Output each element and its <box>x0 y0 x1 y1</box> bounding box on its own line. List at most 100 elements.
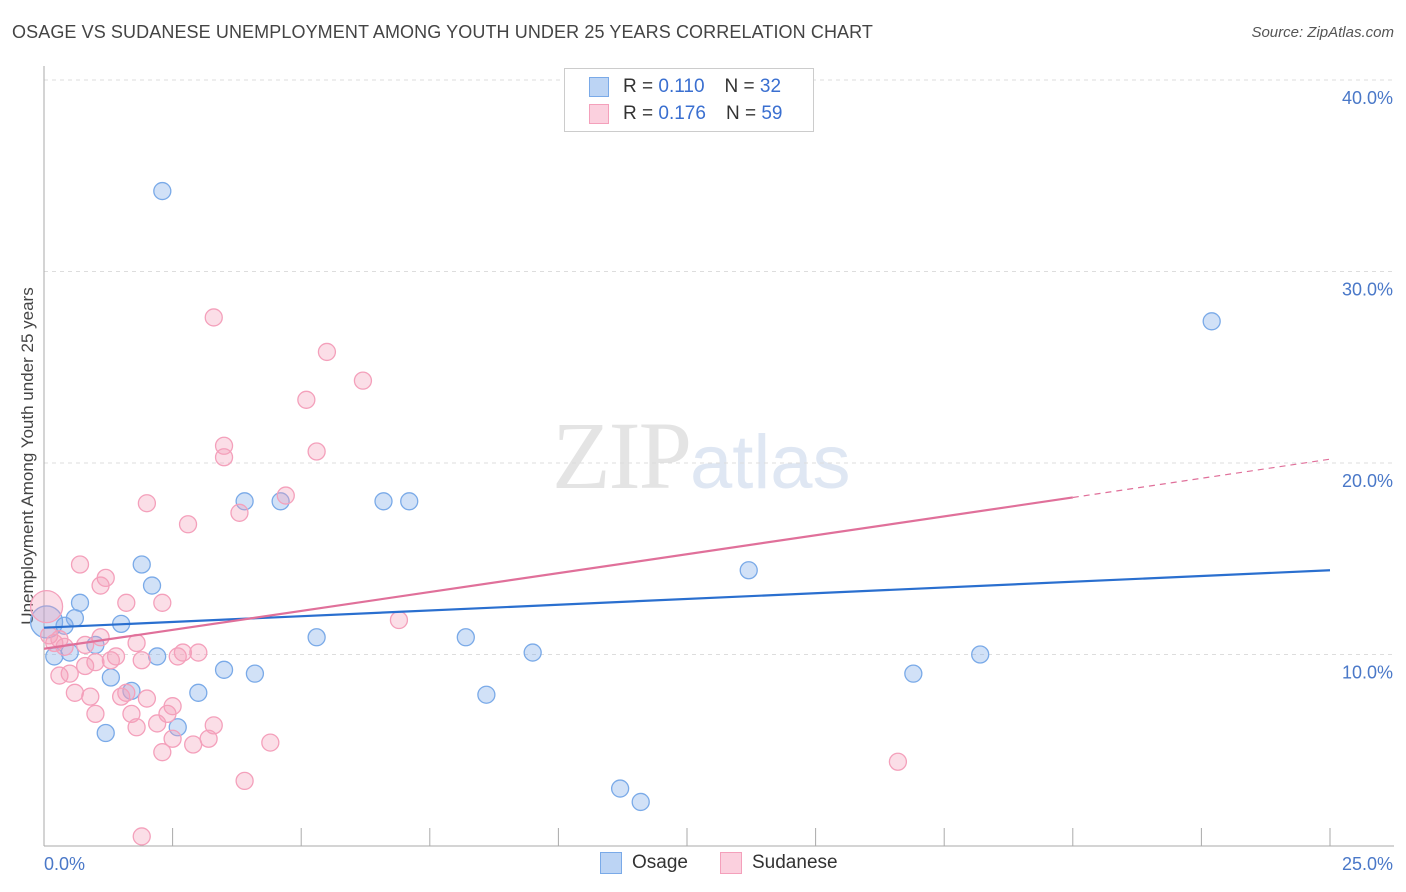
sudanese-point <box>235 771 254 791</box>
y-tick-label-40: 40.0% <box>1342 88 1393 108</box>
sudanese-point <box>184 735 203 754</box>
axes <box>43 66 1394 847</box>
osage-n-value: 32 <box>759 76 782 97</box>
sudanese-point <box>117 593 136 612</box>
grid <box>44 79 1394 655</box>
legend: R = 0.110 N = 32 R = 0.176 N = 59 <box>564 68 814 132</box>
sudanese-point <box>214 448 234 467</box>
osage-point <box>245 664 265 683</box>
osage-point <box>29 605 64 639</box>
osage-point <box>142 576 162 595</box>
bottom-legend: Osage Sudanese <box>0 852 1406 878</box>
bottom-legend-sudanese: Sudanese <box>720 852 838 874</box>
osage-point <box>739 561 758 580</box>
osage-swatch <box>589 77 609 97</box>
sudanese-r-label: R = <box>623 103 654 124</box>
sudanese-point <box>137 689 157 708</box>
osage-point <box>65 608 85 628</box>
osage-swatch-bottom <box>600 852 622 874</box>
osage-point <box>456 628 475 647</box>
osage-point <box>132 555 151 574</box>
bottom-legend-osage: Osage <box>600 852 688 874</box>
sudanese-point <box>204 716 223 735</box>
sudanese-point <box>389 610 409 630</box>
sudanese-n-label: N = <box>725 103 757 124</box>
sudanese-point <box>106 647 126 666</box>
sudanese-point <box>76 635 95 655</box>
sudanese-point <box>91 628 110 647</box>
trend-lines <box>43 458 1331 650</box>
sudanese-point <box>132 651 151 670</box>
watermark-zip: ZIP <box>552 402 692 509</box>
sudanese-point <box>276 486 295 505</box>
osage-point <box>235 492 254 511</box>
sudanese-point <box>65 683 85 702</box>
sudanese-point <box>204 308 223 327</box>
y-tick-label-20: 20.0% <box>1342 471 1393 491</box>
sudanese-point <box>189 643 208 662</box>
sudanese-point <box>132 827 151 846</box>
sudanese-point <box>70 555 90 574</box>
sudanese-point <box>297 390 316 409</box>
source-label: Source: ZipAtlas.com <box>1251 24 1394 41</box>
tick-labels: 10.0% 20.0% 30.0% 40.0% 0.0% 25.0% <box>44 88 1393 874</box>
x-tick-label-max: 25.0% <box>1342 854 1393 874</box>
sudanese-point <box>317 342 337 362</box>
sudanese-point <box>127 718 146 737</box>
osage-point <box>148 647 167 666</box>
sudanese-point <box>122 704 141 724</box>
osage-r-label: R = <box>623 76 654 97</box>
osage-r-value: 0.110 <box>658 76 705 97</box>
legend-row-osage: R = 0.110 N = 32 <box>589 75 781 99</box>
osage-point <box>374 492 393 511</box>
sudanese-point <box>173 643 193 662</box>
legend-row-sudanese: R = 0.176 N = 59 <box>589 102 782 126</box>
osage-point <box>523 643 542 662</box>
y-tick-label-10: 10.0% <box>1342 663 1393 683</box>
osage-point <box>307 628 326 647</box>
sudanese-point <box>86 653 105 672</box>
osage-point <box>96 723 115 743</box>
sudanese-trend-line-dashed <box>1072 458 1331 499</box>
osage-point <box>400 492 419 511</box>
sudanese-point <box>29 589 64 624</box>
sudanese-label: Sudanese <box>752 852 838 873</box>
osage-point <box>971 645 990 664</box>
sudanese-point <box>888 752 908 771</box>
sudanese-swatch <box>589 104 609 124</box>
osage-trend-line <box>43 569 1331 629</box>
sudanese-point <box>117 683 136 702</box>
sudanese-point <box>178 515 198 534</box>
sudanese-trend-line <box>43 496 1073 650</box>
sudanese-point <box>86 704 105 724</box>
osage-point <box>214 660 234 679</box>
sudanese-point <box>153 743 172 762</box>
osage-point <box>477 685 496 704</box>
sudanese-point <box>353 371 373 390</box>
sudanese-point <box>307 442 326 461</box>
osage-point <box>70 593 90 612</box>
osage-point <box>271 492 290 511</box>
sudanese-point <box>137 494 157 513</box>
x-tick-label-min: 0.0% <box>44 854 85 874</box>
osage-point <box>631 792 650 812</box>
osage-point <box>610 779 630 798</box>
osage-point <box>168 718 187 737</box>
osage-n-label: N = <box>724 76 755 97</box>
osage-point <box>904 664 923 683</box>
y-tick-label-30: 30.0% <box>1342 280 1393 300</box>
sudanese-point <box>261 733 280 752</box>
sudanese-point <box>199 729 218 748</box>
osage-point <box>189 683 208 702</box>
sudanese-r-value: 0.176 <box>658 103 706 124</box>
sudanese-swatch-bottom <box>720 852 742 874</box>
sudanese-point <box>153 593 172 612</box>
sudanese-point <box>81 687 100 706</box>
osage-point <box>101 668 121 687</box>
sudanese-point <box>163 729 182 748</box>
sudanese-point <box>96 568 115 588</box>
osage-label: Osage <box>632 852 688 873</box>
chart-title: OSAGE VS SUDANESE UNEMPLOYMENT AMONG YOU… <box>12 22 874 42</box>
sudanese-point <box>76 656 95 676</box>
